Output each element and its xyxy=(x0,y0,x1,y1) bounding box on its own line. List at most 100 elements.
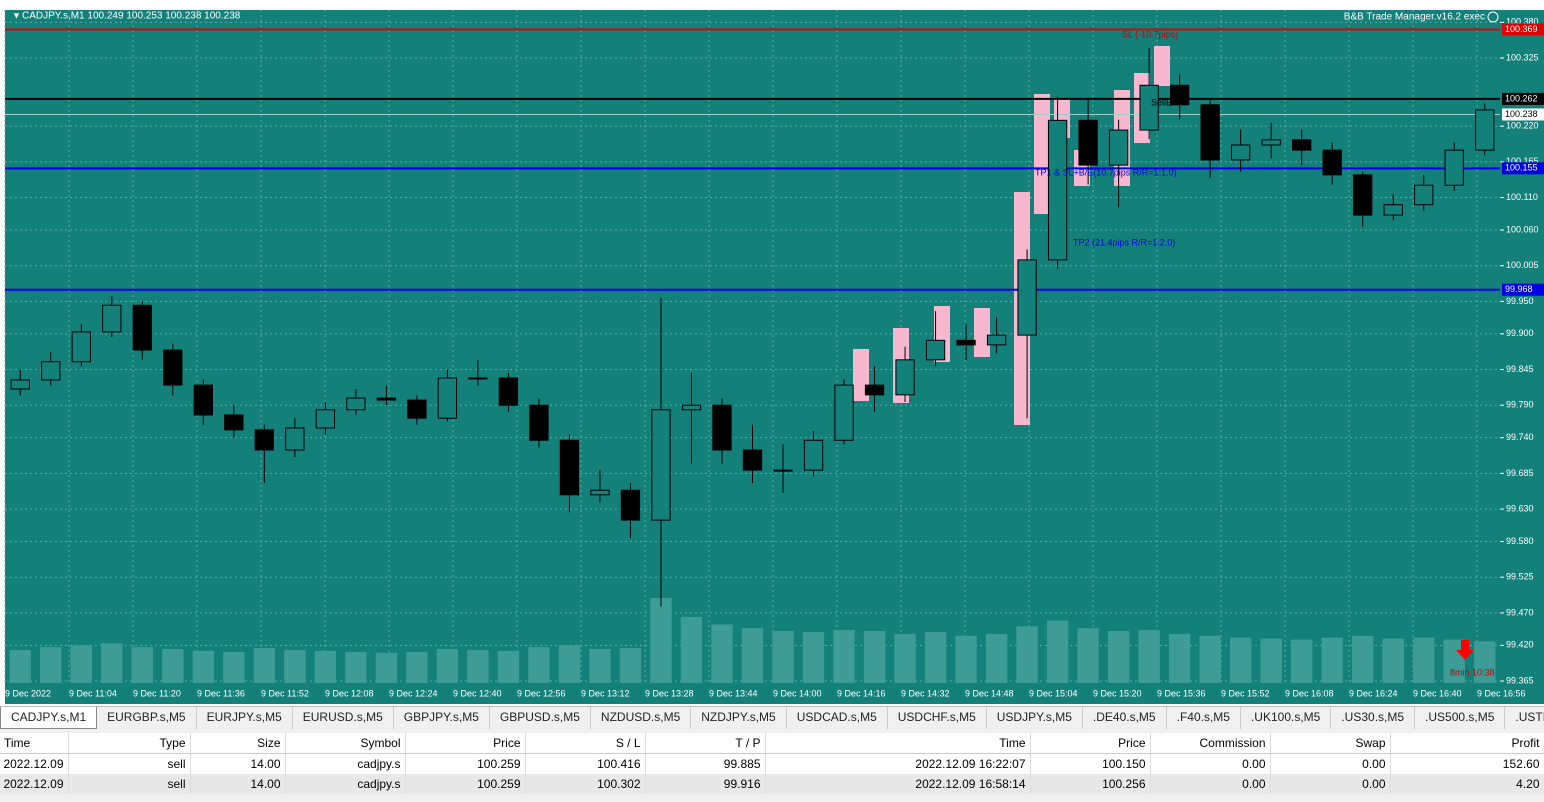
y-tick-label: 99.900 xyxy=(1506,328,1534,338)
candle-body xyxy=(1383,204,1403,216)
volume-bar xyxy=(253,648,276,683)
candle-body xyxy=(742,449,763,471)
column-header[interactable]: Size xyxy=(190,733,286,754)
zone xyxy=(1154,46,1170,86)
candle-body xyxy=(102,304,122,333)
x-tick-label: 9 Dec 14:16 xyxy=(837,688,886,698)
candle-body xyxy=(346,397,366,411)
y-tick-label: 100.380 xyxy=(1506,17,1539,27)
candle-body xyxy=(1200,104,1220,161)
symbol-tab[interactable]: GBPJPY.s,M5 xyxy=(394,707,490,729)
volume-bar xyxy=(70,645,92,683)
candle-body xyxy=(559,439,580,496)
cell: 2022.12.09 15:42:54 xyxy=(0,753,69,774)
column-header[interactable]: Type xyxy=(68,733,191,754)
y-tick-label: 99.685 xyxy=(1506,468,1534,478)
volume-bar xyxy=(40,647,62,683)
volume-bar xyxy=(314,650,337,683)
volume-bar xyxy=(284,649,306,683)
symbol-tab[interactable]: EURJPY.s,M5 xyxy=(197,707,293,729)
candle-body xyxy=(132,304,152,351)
y-tick-label: 99.525 xyxy=(1506,572,1534,582)
column-header[interactable]: Time xyxy=(765,733,1031,754)
candle-body xyxy=(376,397,397,401)
y-tick-label: 100.005 xyxy=(1506,260,1539,270)
plot-background xyxy=(5,10,1500,704)
column-header[interactable]: Price xyxy=(405,733,526,754)
x-tick-label: 9 Dec 15:36 xyxy=(1157,688,1206,698)
candle-body xyxy=(1261,139,1281,146)
symbol-tab[interactable]: .US30.s,M5 xyxy=(1331,707,1416,729)
symbol-tab[interactable]: USDCAD.s,M5 xyxy=(787,707,888,729)
cell: 99.916 xyxy=(645,774,766,794)
column-header[interactable]: Price xyxy=(1030,733,1151,754)
volume-bar xyxy=(192,650,214,683)
volume-bar xyxy=(223,651,245,683)
column-header[interactable]: Commission xyxy=(1150,733,1271,754)
y-tick-label: 99.950 xyxy=(1506,296,1534,306)
volume-bar xyxy=(558,645,581,683)
symbol-tab[interactable]: CADJPY.s,M1 xyxy=(0,707,98,729)
y-tick-label: 99.470 xyxy=(1506,607,1534,617)
x-tick-label: 9 Dec 12:40 xyxy=(453,688,502,698)
volume-bar xyxy=(589,649,611,683)
volume-bar xyxy=(985,633,1008,683)
symbol-tab[interactable]: .USTEC.s,M5 xyxy=(1505,707,1544,729)
x-tick-label: 9 Dec 12:56 xyxy=(517,688,566,698)
x-tick-label: 9 Dec 13:28 xyxy=(645,688,694,698)
column-header[interactable]: S / L xyxy=(525,733,646,754)
symbol-tab[interactable]: USDJPY.s,M5 xyxy=(987,707,1083,729)
y-tick-label: 100.325 xyxy=(1506,52,1539,62)
volume-bar xyxy=(619,648,642,683)
candle-body xyxy=(925,339,946,361)
column-header[interactable]: Symbol xyxy=(285,733,406,754)
symbol-tab[interactable]: .F40.s,M5 xyxy=(1167,707,1241,729)
volume-bar xyxy=(1138,630,1160,683)
candle-body xyxy=(163,349,183,386)
candle-body xyxy=(1139,84,1159,131)
symbol-tab[interactable]: .US500.s,M5 xyxy=(1415,707,1506,729)
volume-bar xyxy=(1016,626,1038,683)
symbol-tab[interactable]: .UK100.s,M5 xyxy=(1241,707,1332,729)
candle-body xyxy=(71,331,91,363)
x-tick-label: 9 Dec 11:04 xyxy=(69,688,117,698)
candle-body xyxy=(41,361,61,381)
y-tick-label: 99.845 xyxy=(1506,364,1534,374)
symbol-tab[interactable]: GBPUSD.s,M5 xyxy=(490,707,591,729)
grid xyxy=(4,10,1500,683)
price-level-tag xyxy=(1502,23,1544,36)
symbol-tab[interactable]: .DE40.s,M5 xyxy=(1083,707,1167,729)
x-tick-label: 9 Dec 12:08 xyxy=(325,688,374,698)
volume-bar xyxy=(1291,639,1313,683)
candle-body xyxy=(803,439,824,471)
symbol-tab[interactable]: NZDUSD.s,M5 xyxy=(591,707,692,729)
zone xyxy=(1034,94,1050,214)
symbol-tab[interactable]: EURUSD.s,M5 xyxy=(293,707,394,729)
volume-bar xyxy=(1382,638,1404,683)
trade-row: 2022.12.09 15:42:54sell14.00cadjpy.s100.… xyxy=(0,753,1544,774)
y-tick-label: 99.740 xyxy=(1506,432,1534,442)
cell: 99.885 xyxy=(645,753,766,774)
volume-bar xyxy=(375,652,398,683)
column-header[interactable]: T / P xyxy=(645,733,766,754)
column-header[interactable]: Swap xyxy=(1270,733,1391,754)
volume-bar xyxy=(1199,635,1221,683)
symbol-tab[interactable]: NZDJPY.s,M5 xyxy=(691,707,787,729)
y-tick-label: 100.110 xyxy=(1506,192,1538,202)
volume-bar xyxy=(1352,635,1374,683)
column-header[interactable]: Time xyxy=(0,733,69,754)
cell: 100.259 xyxy=(405,774,526,794)
volume-bar xyxy=(436,649,459,683)
candle-body xyxy=(437,377,458,419)
price-level-tag xyxy=(1502,283,1544,296)
trade-row: 2022.12.09 15:42:54sell14.00cadjpy.s100.… xyxy=(0,774,1544,794)
cell: 14.00 xyxy=(190,753,286,774)
marks xyxy=(5,28,1500,683)
candle-body xyxy=(864,384,885,396)
volume-bar xyxy=(1413,637,1435,683)
symbol-tab[interactable]: USDCHF.s,M5 xyxy=(888,707,987,729)
symbol-tab[interactable]: EURGBP.s,M5 xyxy=(97,707,197,729)
menu-arrow[interactable]: ▼ xyxy=(12,10,21,20)
chart: ▼ CADJPY.s,M1 100.249 100.253 100.238 10… xyxy=(0,0,1544,706)
column-header[interactable]: Profit xyxy=(1390,733,1544,754)
